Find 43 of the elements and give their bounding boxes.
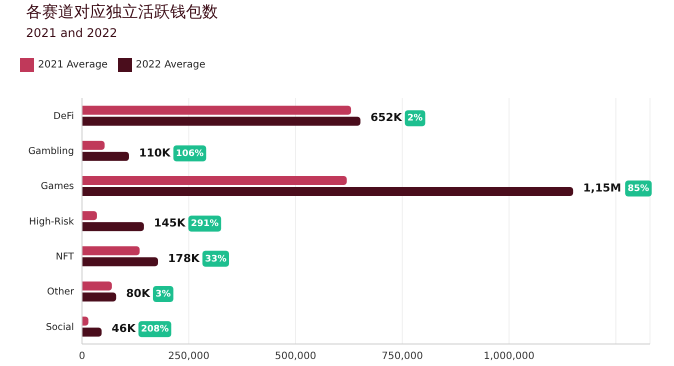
bar [82,106,352,115]
data-label: 80K [126,286,150,300]
y-tick-label: NFT [56,252,74,263]
data-label: 46K [112,322,136,336]
legend-label: 2021 Average [38,60,108,71]
annotation: 3% [156,289,171,300]
x-tick-label: 0 [78,351,86,362]
data-label: 1,15M [583,182,622,195]
bar [82,140,105,150]
bar [82,222,144,232]
data-label: 145K [154,216,186,230]
chart-title: 各赛道对应独立活跃钱包数 [26,2,218,23]
chart-subtitle: 2021 and 2022 [26,26,118,40]
y-tick-label: DeFi [53,110,74,122]
x-tick-label: 500,000 [274,351,316,362]
y-tick-label: Social [46,322,74,333]
annotation: 291% [190,219,219,230]
bar [82,328,102,337]
annotation: 33% [204,254,226,264]
y-tick-label: Gambling [28,146,74,158]
y-tick-label: High-Risk [29,216,74,228]
annotation: 85% [628,184,650,194]
data-label: 178K [168,252,200,265]
x-tick-label: 250,000 [168,351,210,362]
x-tick-label: 1,000,000 [484,351,535,362]
y-tick-label: Games [40,181,74,192]
annotation: 208% [140,324,169,335]
annotation: 106% [176,148,204,159]
bar [82,176,347,186]
bar [82,152,129,161]
data-label: 652K [370,111,402,124]
bar [82,187,574,196]
y-tick-label: Other [47,286,74,298]
data-label: 110K [138,146,171,160]
annotation: 2% [407,114,423,124]
bar [82,246,140,256]
bar [82,116,360,126]
legend-label: 2022 Average [136,60,206,71]
bar [82,211,97,220]
x-tick-label: 750,000 [382,351,423,362]
bar [82,257,158,266]
bar [82,292,116,302]
bar [82,281,112,290]
